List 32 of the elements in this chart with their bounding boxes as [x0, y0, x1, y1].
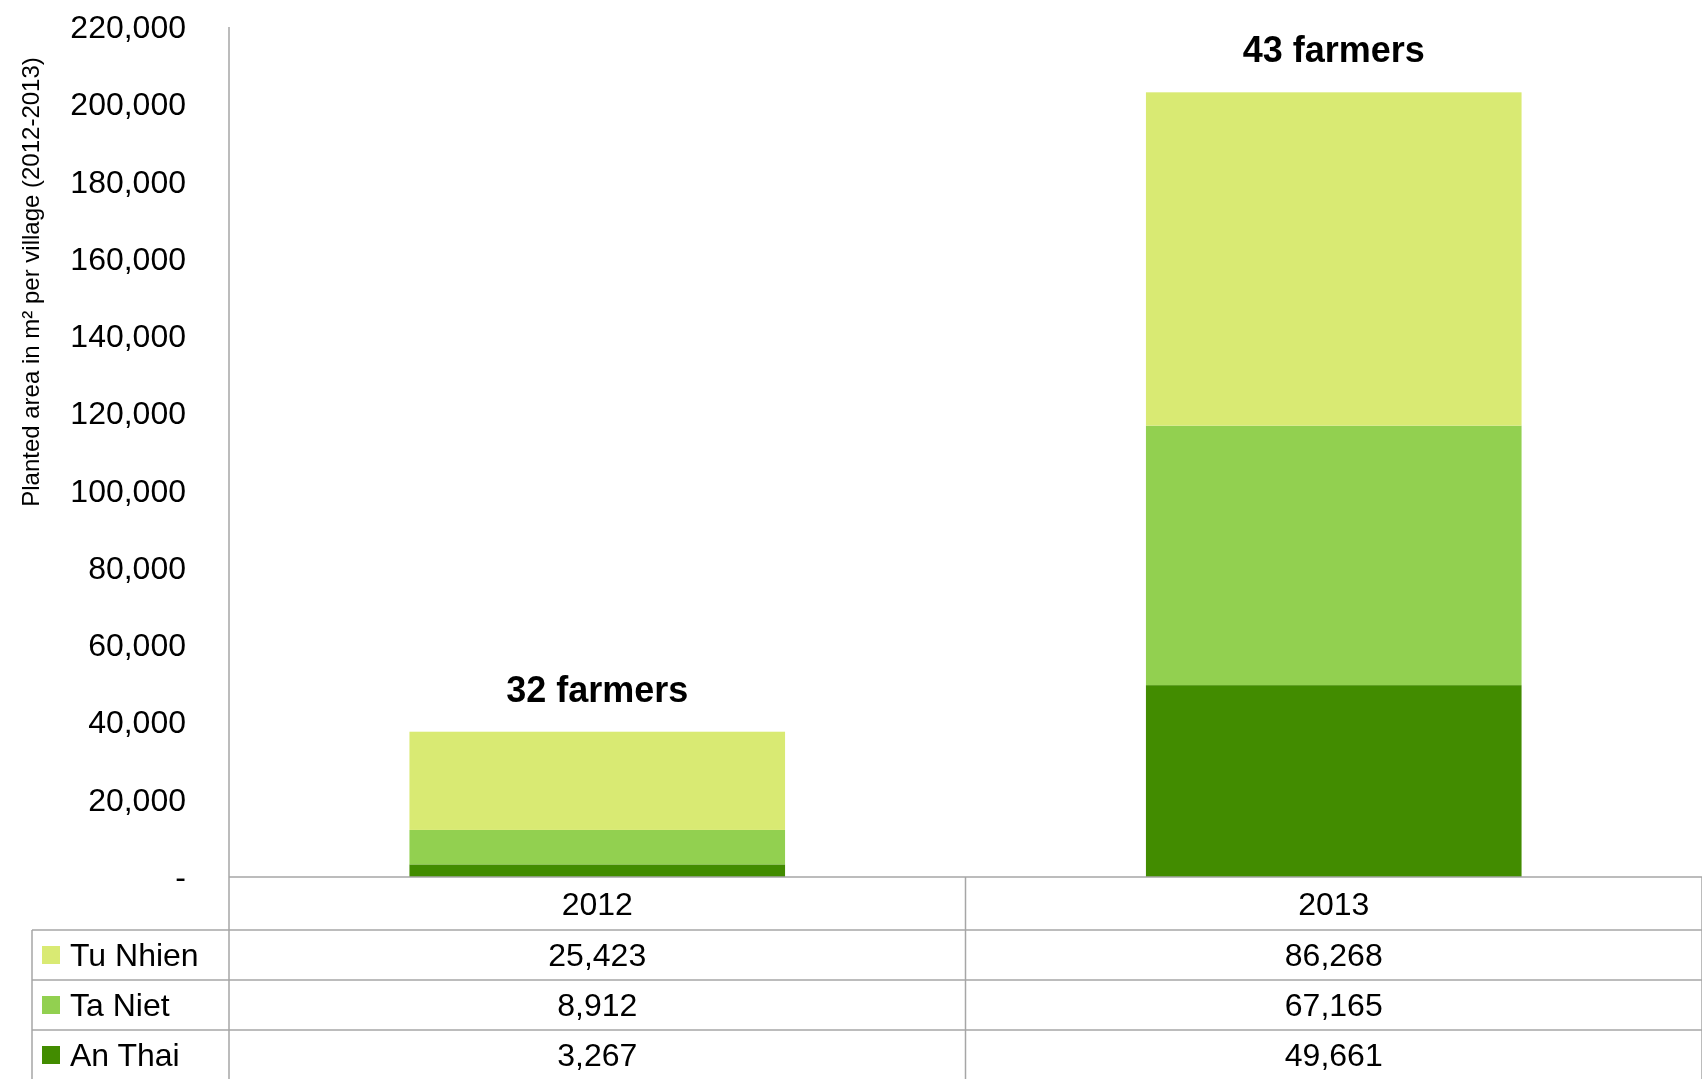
bar	[1145, 685, 1522, 877]
bar	[409, 731, 786, 830]
x-tick-label: 2013	[1298, 885, 1370, 922]
y-tick-label: 220,000	[70, 9, 186, 45]
y-tick-label: 160,000	[70, 240, 186, 277]
data-label: 25,423	[548, 937, 647, 973]
annotation: 43 farmers	[1242, 29, 1425, 71]
y-tick-label: 60,000	[88, 627, 186, 664]
y-tick-label: 80,000	[88, 549, 186, 586]
y-tick-label: -	[175, 859, 186, 895]
bar	[1145, 92, 1522, 426]
data-label: 49,661	[1284, 1037, 1383, 1073]
legend-label: Ta Niet	[70, 987, 170, 1023]
bar	[409, 864, 786, 877]
bar	[409, 829, 786, 865]
data-label: 3,267	[557, 1037, 638, 1073]
y-tick-label: 140,000	[70, 318, 186, 355]
data-label: 8,912	[557, 987, 638, 1023]
annotation: 32 farmers	[506, 668, 689, 710]
legend-label: An Thai	[70, 1037, 180, 1073]
y-tick-label: 180,000	[70, 163, 186, 200]
legend-label: Tu Nhien	[70, 937, 199, 973]
data-label: 67,165	[1284, 987, 1383, 1023]
y-tick-label: 20,000	[88, 781, 186, 818]
y-axis-title: Planted area in m² per village (2012-2013)	[16, 57, 44, 507]
y-tick-label: 40,000	[88, 704, 186, 741]
x-tick-label: 2012	[561, 885, 633, 922]
data-label: 86,268	[1284, 937, 1383, 973]
bar	[1145, 425, 1522, 686]
y-tick-label: 200,000	[70, 86, 186, 123]
y-tick-label: 120,000	[70, 395, 186, 432]
y-tick-label: 100,000	[70, 472, 186, 509]
